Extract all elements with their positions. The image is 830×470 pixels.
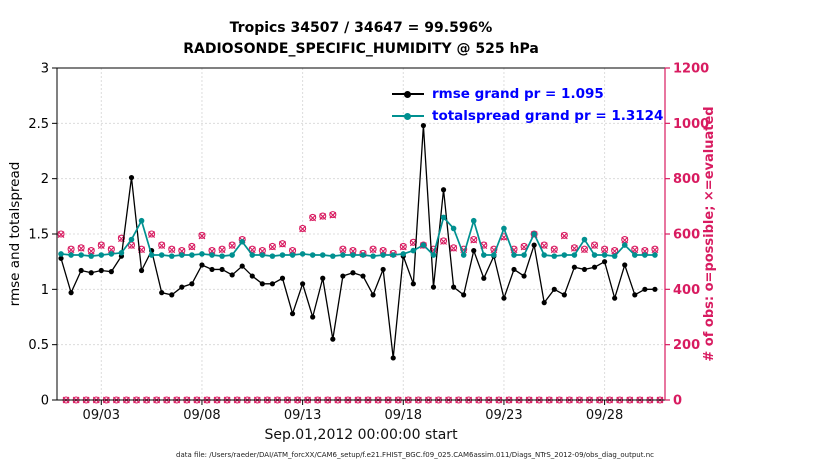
chart-title: Tropics 34507 / 34647 = 99.596%: [229, 20, 493, 36]
svg-text:3: 3: [41, 62, 49, 77]
legend: rmse grand pr = 1.095 totalspread grand …: [392, 83, 663, 127]
svg-text:1: 1: [41, 283, 49, 298]
svg-text:09/28: 09/28: [586, 408, 623, 423]
svg-text:0: 0: [673, 394, 682, 409]
svg-text:09/08: 09/08: [183, 408, 220, 423]
svg-text:1000: 1000: [673, 117, 709, 132]
chart-subtitle: RADIOSONDE_SPECIFIC_HUMIDITY @ 525 hPa: [183, 41, 539, 57]
svg-text:600: 600: [673, 228, 700, 243]
totalspread-line-marker-icon: [392, 112, 424, 120]
svg-text:1200: 1200: [673, 62, 709, 77]
svg-text:0: 0: [41, 394, 49, 409]
svg-text:2: 2: [41, 172, 49, 187]
x-axis-label: Sep.01,2012 00:00:00 start: [264, 427, 458, 443]
legend-label-rmse: rmse grand pr = 1.095: [432, 86, 604, 102]
svg-text:09/18: 09/18: [385, 408, 422, 423]
svg-text:09/23: 09/23: [485, 408, 522, 423]
svg-text:09/13: 09/13: [284, 408, 321, 423]
svg-text:800: 800: [673, 172, 700, 187]
svg-text:200: 200: [673, 338, 700, 353]
svg-text:09/03: 09/03: [83, 408, 120, 423]
svg-text:1.5: 1.5: [28, 228, 49, 243]
data-file-caption: data file: /Users/raeder/DAI/ATM_forcXX/…: [176, 451, 654, 459]
legend-entry-totalspread: totalspread grand pr = 1.3124: [392, 105, 663, 127]
legend-entry-rmse: rmse grand pr = 1.095: [392, 83, 663, 105]
left-axis-label: rmse and totalspread: [7, 161, 23, 307]
svg-text:2.5: 2.5: [28, 117, 49, 132]
rmse-line-marker-icon: [392, 90, 424, 98]
legend-label-totalspread: totalspread grand pr = 1.3124: [432, 108, 664, 124]
svg-text:0.5: 0.5: [28, 338, 49, 353]
right-axis-label: # of obs: o=possible; ×=evaluated: [702, 106, 717, 362]
svg-text:400: 400: [673, 283, 700, 298]
